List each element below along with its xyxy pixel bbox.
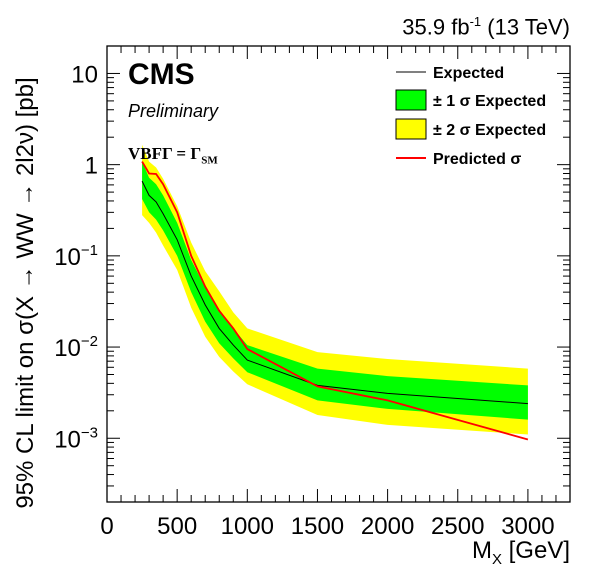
plot-frame [106,45,571,503]
x-tick-label: 3000 [501,513,554,540]
luminosity-label: 35.9 fb-1 (13 TeV) [402,14,570,40]
legend-expected-label: Expected [433,65,504,82]
legend-two-sigma-swatch [395,118,427,140]
x-axis-ticks: 0 500 1000 1500 2000 2500 3000 [100,46,571,540]
y-tick-label: 10−1 [54,242,98,271]
x-tick-label: 1500 [291,513,344,540]
x-tick-label: 2000 [361,513,414,540]
predicted-line [141,161,529,441]
y-axis-ticks: 10−3 10−2 10−1 1 10 [54,45,570,503]
y-tick-label: 10−3 [54,424,98,453]
legend-two-sigma-label: ± 2 σ Expected [433,122,546,139]
legend-one-sigma-swatch [395,89,427,111]
x-tick-label: 2500 [431,513,484,540]
status-label: Preliminary [128,101,219,121]
one-sigma-band [142,161,528,420]
y-axis-title: 95% CL limit on σ(X → WW → 2l2ν) [pb] [12,77,39,509]
uncertainty-bands [142,144,528,435]
y-tick-label: 10 [71,61,98,88]
y-tick-label: 1 [85,153,98,180]
legend: Expected ± 1 σ Expected ± 2 σ Expected Pred… [395,65,546,168]
x-tick-label: 500 [157,513,197,540]
legend-one-sigma-label: ± 1 σ Expected [433,93,546,110]
experiment-label: CMS [128,58,195,91]
x-tick-label: 1000 [221,513,274,540]
y-tick-label: 10−2 [54,333,98,362]
model-label: VBFΓ = ΓSM [128,144,218,167]
x-tick-label: 0 [100,513,113,540]
x-axis-title: MX [GeV] [471,537,570,568]
limit-curves [141,161,529,441]
legend-predicted-label: Predicted σ [433,151,521,168]
